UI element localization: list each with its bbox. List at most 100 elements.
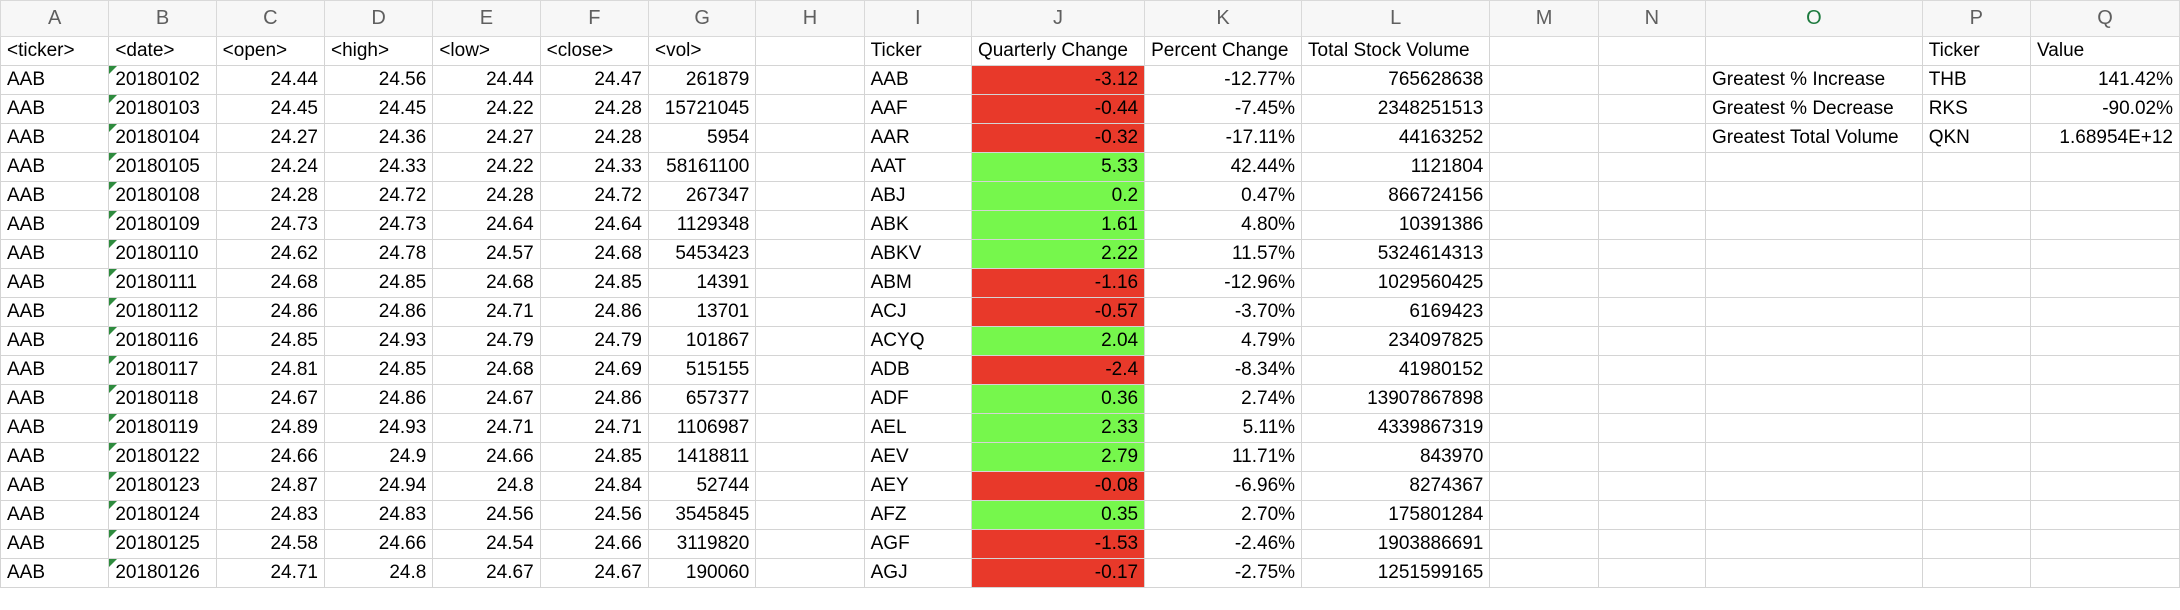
cell-f[interactable]: 24.79 bbox=[539, 326, 649, 356]
cell-a[interactable]: AAB bbox=[0, 413, 110, 443]
cell-e[interactable]: 24.57 bbox=[432, 239, 541, 269]
cell-g[interactable]: 267347 bbox=[647, 181, 757, 211]
cell-b[interactable]: 20180104 bbox=[108, 123, 217, 153]
cell-c[interactable]: 24.68 bbox=[215, 268, 325, 298]
column-header-p[interactable]: P bbox=[1921, 0, 2032, 37]
cell-l[interactable]: 1121804 bbox=[1301, 152, 1491, 182]
cell-i[interactable]: AGF bbox=[863, 529, 972, 559]
cell-o[interactable] bbox=[1705, 413, 1923, 443]
cell-m[interactable] bbox=[1489, 384, 1599, 414]
header-cell-b[interactable]: <date> bbox=[108, 36, 217, 66]
cell-i[interactable]: ABM bbox=[863, 268, 972, 298]
cell-a[interactable]: AAB bbox=[0, 500, 110, 530]
cell-m[interactable] bbox=[1489, 181, 1599, 211]
cell-o[interactable]: Greatest Total Volume bbox=[1705, 123, 1923, 153]
cell-n[interactable] bbox=[1597, 210, 1707, 240]
cell-q[interactable] bbox=[2030, 268, 2180, 298]
cell-q[interactable] bbox=[2030, 413, 2180, 443]
cell-n[interactable] bbox=[1597, 384, 1707, 414]
cell-c[interactable]: 24.44 bbox=[215, 65, 325, 95]
cell-h[interactable] bbox=[755, 181, 865, 211]
cell-n[interactable] bbox=[1597, 355, 1707, 385]
cell-o[interactable] bbox=[1705, 210, 1923, 240]
cell-b[interactable]: 20180118 bbox=[108, 384, 217, 414]
cell-k[interactable]: 0.47% bbox=[1144, 181, 1303, 211]
cell-j[interactable]: 2.33 bbox=[970, 413, 1146, 443]
cell-n[interactable] bbox=[1597, 442, 1707, 472]
header-cell-c[interactable]: <open> bbox=[215, 36, 325, 66]
column-header-j[interactable]: J bbox=[970, 0, 1146, 37]
cell-c[interactable]: 24.86 bbox=[215, 297, 325, 327]
cell-q[interactable] bbox=[2030, 442, 2180, 472]
cell-i[interactable]: AFZ bbox=[863, 500, 972, 530]
cell-q[interactable] bbox=[2030, 326, 2180, 356]
cell-l[interactable]: 765628638 bbox=[1301, 65, 1491, 95]
cell-i[interactable]: AEY bbox=[863, 471, 972, 501]
column-header-b[interactable]: B bbox=[108, 0, 217, 37]
cell-m[interactable] bbox=[1489, 123, 1599, 153]
cell-a[interactable]: AAB bbox=[0, 181, 110, 211]
cell-d[interactable]: 24.93 bbox=[323, 326, 434, 356]
cell-e[interactable]: 24.27 bbox=[432, 123, 541, 153]
cell-m[interactable] bbox=[1489, 355, 1599, 385]
cell-i[interactable]: ABK bbox=[863, 210, 972, 240]
cell-c[interactable]: 24.73 bbox=[215, 210, 325, 240]
cell-p[interactable] bbox=[1921, 239, 2032, 269]
cell-m[interactable] bbox=[1489, 558, 1599, 588]
cell-q[interactable]: -90.02% bbox=[2030, 94, 2180, 124]
cell-g[interactable]: 657377 bbox=[647, 384, 757, 414]
cell-g[interactable]: 5453423 bbox=[647, 239, 757, 269]
cell-o[interactable] bbox=[1705, 297, 1923, 327]
column-header-c[interactable]: C bbox=[215, 0, 325, 37]
cell-p[interactable] bbox=[1921, 529, 2032, 559]
cell-g[interactable]: 58161100 bbox=[647, 152, 757, 182]
cell-o[interactable] bbox=[1705, 384, 1923, 414]
cell-e[interactable]: 24.28 bbox=[432, 181, 541, 211]
cell-i[interactable]: ADF bbox=[863, 384, 972, 414]
cell-n[interactable] bbox=[1597, 413, 1707, 443]
cell-j[interactable]: 0.36 bbox=[970, 384, 1146, 414]
header-cell-o[interactable] bbox=[1705, 36, 1923, 66]
cell-h[interactable] bbox=[755, 123, 865, 153]
column-header-l[interactable]: L bbox=[1301, 0, 1491, 37]
cell-o[interactable]: Greatest % Increase bbox=[1705, 65, 1923, 95]
cell-o[interactable] bbox=[1705, 239, 1923, 269]
cell-b[interactable]: 20180111 bbox=[108, 268, 217, 298]
cell-o[interactable] bbox=[1705, 326, 1923, 356]
cell-l[interactable]: 41980152 bbox=[1301, 355, 1491, 385]
cell-n[interactable] bbox=[1597, 181, 1707, 211]
cell-c[interactable]: 24.45 bbox=[215, 94, 325, 124]
cell-g[interactable]: 3119820 bbox=[647, 529, 757, 559]
cell-m[interactable] bbox=[1489, 94, 1599, 124]
cell-i[interactable]: AAR bbox=[863, 123, 972, 153]
cell-o[interactable] bbox=[1705, 500, 1923, 530]
cell-m[interactable] bbox=[1489, 210, 1599, 240]
cell-f[interactable]: 24.85 bbox=[539, 268, 649, 298]
cell-e[interactable]: 24.67 bbox=[432, 384, 541, 414]
cell-b[interactable]: 20180126 bbox=[108, 558, 217, 588]
cell-l[interactable]: 866724156 bbox=[1301, 181, 1491, 211]
column-header-f[interactable]: F bbox=[539, 0, 649, 37]
cell-m[interactable] bbox=[1489, 326, 1599, 356]
cell-m[interactable] bbox=[1489, 297, 1599, 327]
cell-f[interactable]: 24.84 bbox=[539, 471, 649, 501]
cell-l[interactable]: 10391386 bbox=[1301, 210, 1491, 240]
cell-l[interactable]: 5324614313 bbox=[1301, 239, 1491, 269]
cell-h[interactable] bbox=[755, 94, 865, 124]
cell-j[interactable]: -0.32 bbox=[970, 123, 1146, 153]
cell-j[interactable]: 0.2 bbox=[970, 181, 1146, 211]
cell-e[interactable]: 24.22 bbox=[432, 94, 541, 124]
cell-d[interactable]: 24.94 bbox=[323, 471, 434, 501]
cell-l[interactable]: 1903886691 bbox=[1301, 529, 1491, 559]
cell-q[interactable]: 141.42% bbox=[2030, 65, 2180, 95]
cell-c[interactable]: 24.24 bbox=[215, 152, 325, 182]
cell-j[interactable]: 2.04 bbox=[970, 326, 1146, 356]
cell-p[interactable] bbox=[1921, 210, 2032, 240]
cell-g[interactable]: 5954 bbox=[647, 123, 757, 153]
cell-b[interactable]: 20180105 bbox=[108, 152, 217, 182]
cell-k[interactable]: -2.75% bbox=[1144, 558, 1303, 588]
header-cell-k[interactable]: Percent Change bbox=[1144, 36, 1303, 66]
cell-f[interactable]: 24.56 bbox=[539, 500, 649, 530]
cell-f[interactable]: 24.33 bbox=[539, 152, 649, 182]
cell-b[interactable]: 20180124 bbox=[108, 500, 217, 530]
